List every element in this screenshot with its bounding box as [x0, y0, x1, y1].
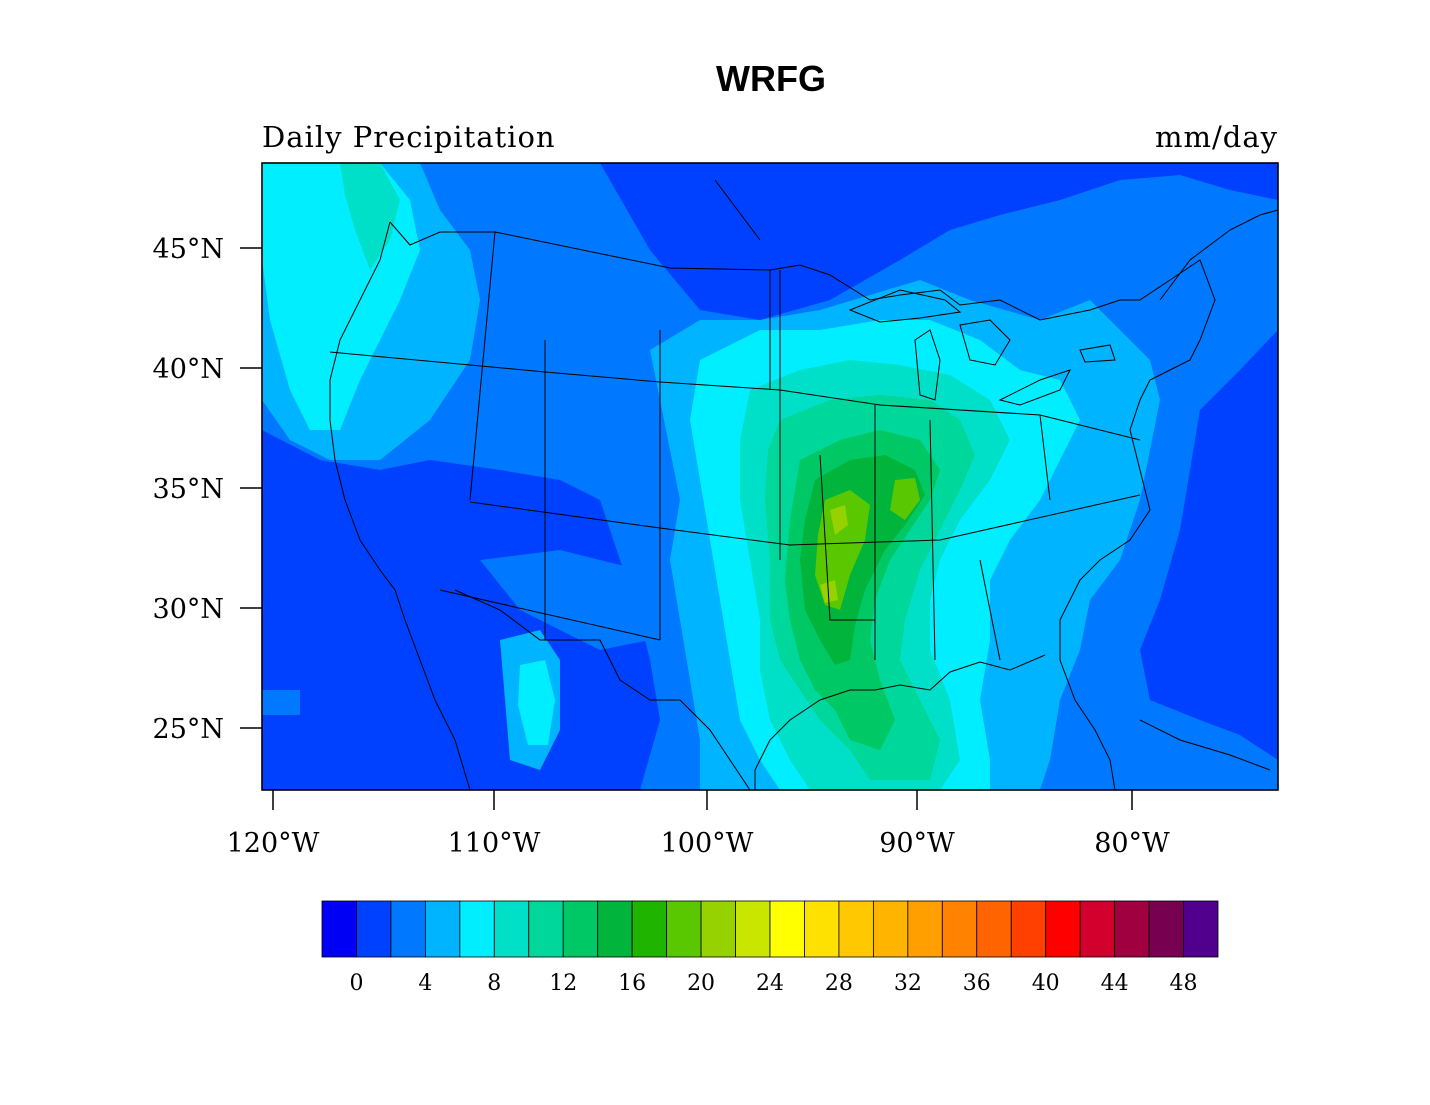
- colorbar-label: 44: [1101, 971, 1129, 996]
- colorbar-label: 24: [756, 971, 784, 996]
- precipitation-field: [262, 163, 1278, 790]
- colorbar-swatch: [804, 900, 840, 958]
- lat-tick-label: 30°N: [153, 594, 224, 625]
- colorbar-swatch: [700, 900, 736, 958]
- colorbar-label: 40: [1032, 971, 1060, 996]
- colorbar-swatch: [838, 900, 874, 958]
- colorbar-label: 32: [894, 971, 922, 996]
- colorbar-swatch: [1079, 900, 1116, 958]
- colorbar-swatch: [424, 900, 461, 958]
- lon-tick-label: 90°W: [879, 828, 955, 859]
- colorbar-swatch: [1114, 900, 1150, 958]
- colorbar-swatch: [666, 900, 702, 958]
- colorbar: 0 4 8 12 16 20 24 28 32 36 40 44 48: [321, 900, 1219, 996]
- colorbar-label: 36: [963, 971, 991, 996]
- lon-tick-label: 100°W: [661, 828, 754, 859]
- colorbar-label: 0: [349, 971, 363, 996]
- colorbar-swatch: [1148, 900, 1184, 958]
- colorbar-label: 8: [487, 971, 501, 996]
- colorbar-swatch: [390, 900, 426, 958]
- colorbar-label: 28: [825, 971, 853, 996]
- colorbar-label: 4: [418, 971, 432, 996]
- colorbar-swatch: [321, 900, 357, 958]
- lon-tick-label: 80°W: [1094, 828, 1170, 859]
- colorbar-swatch: [1045, 900, 1081, 958]
- chart-title: WRFG: [716, 58, 826, 99]
- colorbar-swatch: [907, 900, 943, 958]
- colorbar-label: 12: [549, 971, 577, 996]
- colorbar-label: 16: [618, 971, 646, 996]
- colorbar-swatch: [528, 900, 564, 958]
- latitude-axis: 45°N 40°N 35°N 30°N 25°N: [153, 234, 262, 745]
- colorbar-swatch: [1183, 900, 1219, 958]
- colorbar-swatch: [597, 900, 633, 958]
- colorbar-swatch: [872, 900, 909, 958]
- colorbar-swatch: [631, 900, 668, 958]
- variable-label: Daily Precipitation: [262, 120, 556, 154]
- colorbar-swatch: [735, 900, 771, 958]
- colorbar-swatch: [493, 900, 530, 958]
- lat-tick-label: 40°N: [153, 354, 224, 385]
- colorbar-label: 48: [1170, 971, 1198, 996]
- longitude-axis: 120°W 110°W 100°W 90°W 80°W: [227, 790, 1170, 859]
- colorbar-swatch: [976, 900, 1012, 958]
- colorbar-swatch: [562, 900, 599, 958]
- colorbar-swatch: [941, 900, 978, 958]
- map-frame: [261, 162, 1279, 791]
- units-label: mm/day: [1154, 120, 1278, 154]
- lat-tick-label: 25°N: [153, 714, 224, 745]
- colorbar-swatch: [1010, 900, 1047, 958]
- lon-tick-label: 120°W: [227, 828, 320, 859]
- lon-tick-label: 110°W: [448, 828, 541, 859]
- colorbar-swatch: [769, 900, 805, 958]
- state-boundaries: [329, 179, 1278, 790]
- lat-tick-label: 45°N: [153, 234, 224, 265]
- colorbar-swatch: [459, 900, 495, 958]
- colorbar-swatch: [356, 900, 392, 958]
- colorbar-label: 20: [687, 971, 715, 996]
- lat-tick-label: 35°N: [153, 474, 224, 505]
